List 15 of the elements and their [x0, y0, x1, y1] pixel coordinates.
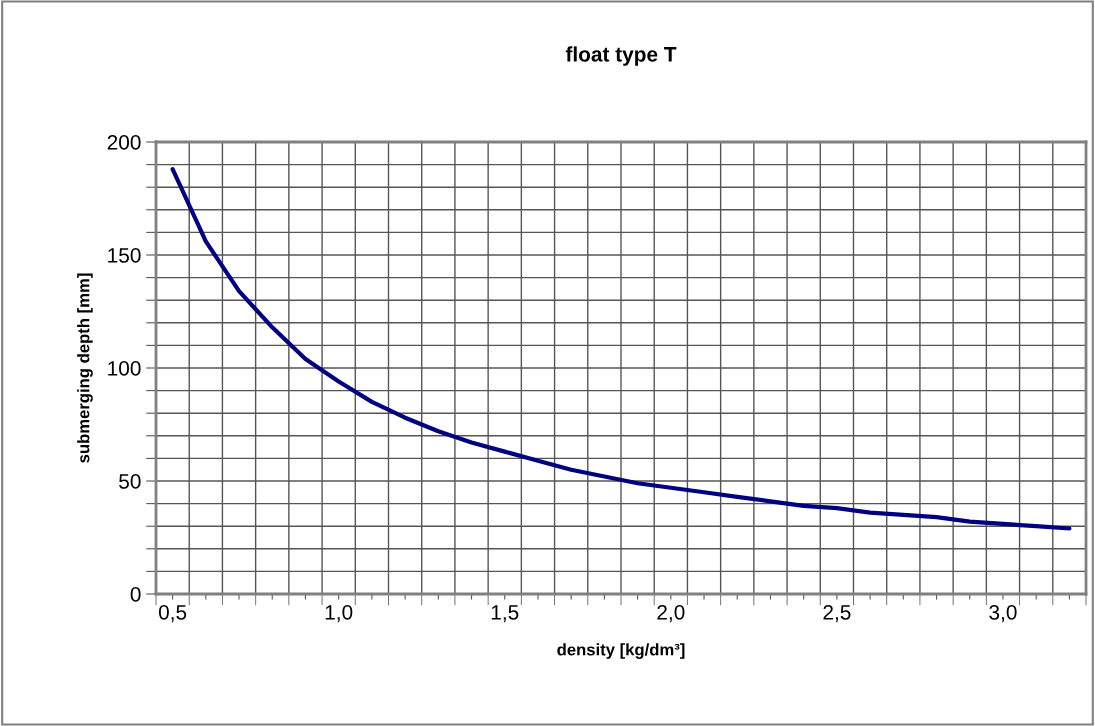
- x-tick-label: 3,0: [989, 604, 1017, 623]
- x-tick-label: 1,0: [325, 604, 353, 623]
- x-tick-label: 1,5: [491, 605, 519, 623]
- x-tick-label: 0,5: [158, 604, 187, 623]
- line-series: [170, 167, 1072, 531]
- y-tick-label: 200: [107, 135, 141, 150]
- x-axis-title: density [kg/dm³]: [557, 643, 685, 659]
- y-tick-label: 0: [130, 587, 141, 602]
- y-tick-label: 100: [108, 361, 141, 376]
- y-tick-label: 50: [119, 474, 141, 489]
- chart-title: float type T: [565, 46, 677, 66]
- y-axis-title: submerging depth [mm]: [77, 273, 93, 463]
- x-tick-label: 2,0: [657, 604, 685, 623]
- x-tick-label: 2,5: [823, 604, 851, 623]
- y-tick-label: 150: [108, 248, 141, 263]
